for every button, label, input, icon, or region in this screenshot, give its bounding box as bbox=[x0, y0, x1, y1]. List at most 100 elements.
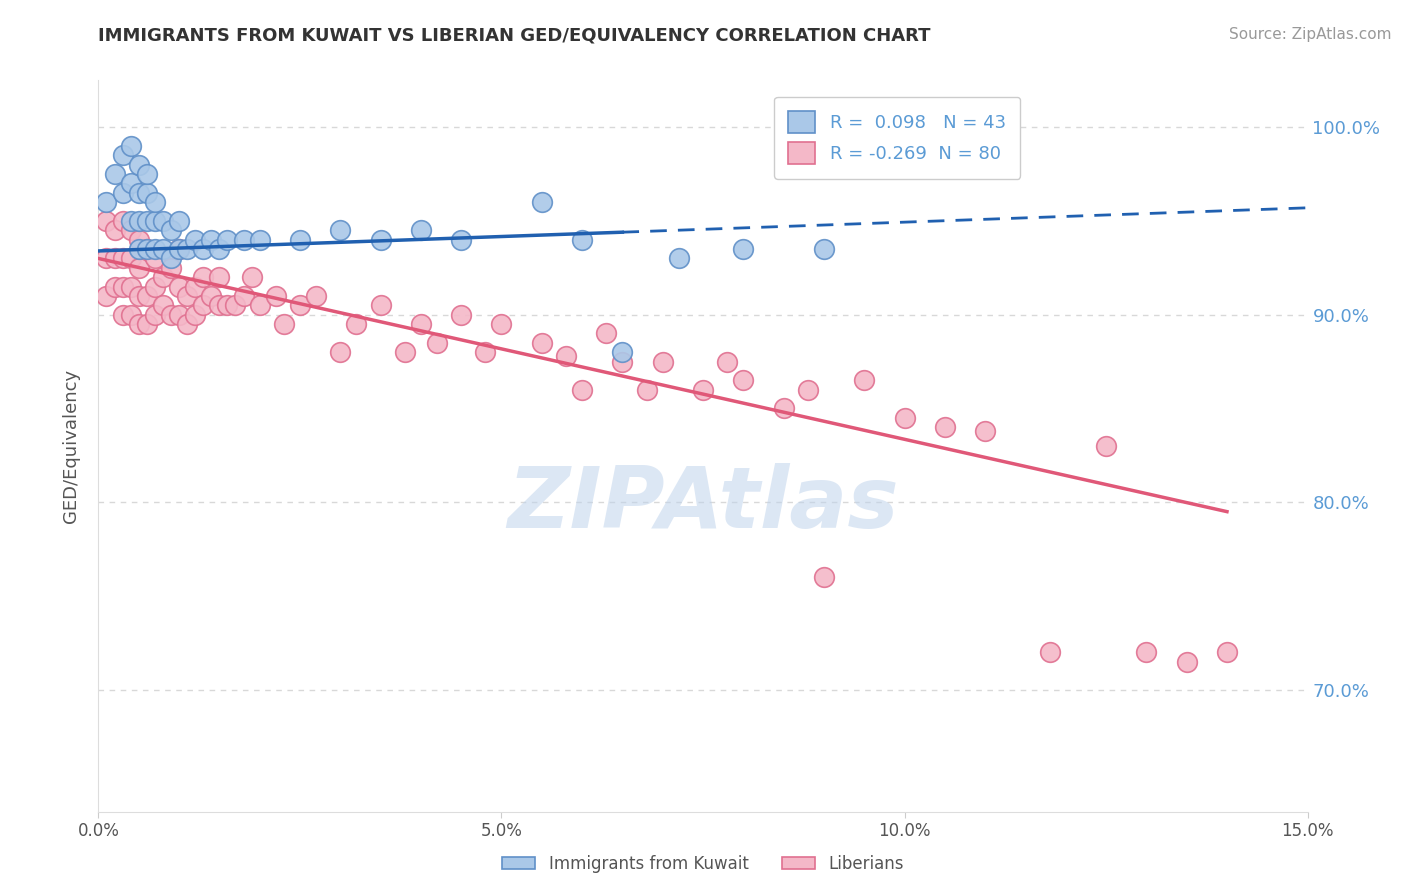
Point bbox=[264, 289, 287, 303]
Point bbox=[160, 223, 183, 237]
Point bbox=[96, 195, 118, 210]
Point bbox=[167, 214, 190, 228]
Point bbox=[167, 279, 190, 293]
Point bbox=[96, 214, 118, 228]
Point bbox=[128, 214, 150, 228]
Legend: Immigrants from Kuwait, Liberians: Immigrants from Kuwait, Liberians bbox=[495, 848, 911, 880]
Point bbox=[128, 233, 150, 247]
Point bbox=[474, 345, 496, 359]
Point bbox=[160, 308, 183, 322]
Point bbox=[135, 242, 157, 256]
Point bbox=[772, 401, 794, 416]
Point bbox=[273, 317, 295, 331]
Text: Source: ZipAtlas.com: Source: ZipAtlas.com bbox=[1229, 27, 1392, 42]
Point bbox=[184, 233, 207, 247]
Point bbox=[232, 289, 254, 303]
Point bbox=[111, 148, 134, 162]
Point bbox=[152, 270, 174, 285]
Point bbox=[208, 270, 231, 285]
Point bbox=[813, 570, 835, 584]
Point bbox=[120, 252, 142, 266]
Point bbox=[135, 214, 157, 228]
Text: IMMIGRANTS FROM KUWAIT VS LIBERIAN GED/EQUIVALENCY CORRELATION CHART: IMMIGRANTS FROM KUWAIT VS LIBERIAN GED/E… bbox=[98, 27, 931, 45]
Point bbox=[128, 242, 150, 256]
Point bbox=[193, 270, 215, 285]
Point bbox=[111, 214, 134, 228]
Point bbox=[1095, 439, 1118, 453]
Point bbox=[103, 252, 125, 266]
Point bbox=[135, 186, 157, 200]
Point bbox=[160, 260, 183, 275]
Point bbox=[288, 233, 311, 247]
Point bbox=[143, 242, 166, 256]
Point bbox=[813, 242, 835, 256]
Point bbox=[426, 335, 449, 350]
Point bbox=[217, 298, 239, 312]
Point bbox=[135, 289, 157, 303]
Point bbox=[120, 223, 142, 237]
Point bbox=[128, 289, 150, 303]
Point bbox=[329, 345, 352, 359]
Point bbox=[450, 233, 472, 247]
Point bbox=[200, 289, 222, 303]
Point bbox=[143, 195, 166, 210]
Point bbox=[217, 233, 239, 247]
Point bbox=[167, 242, 190, 256]
Point bbox=[176, 289, 198, 303]
Point bbox=[249, 298, 271, 312]
Point bbox=[143, 214, 166, 228]
Point bbox=[733, 373, 755, 387]
Point bbox=[692, 383, 714, 397]
Point bbox=[288, 298, 311, 312]
Point bbox=[555, 349, 578, 363]
Point bbox=[111, 308, 134, 322]
Point bbox=[571, 383, 593, 397]
Point bbox=[1039, 645, 1062, 659]
Point bbox=[143, 308, 166, 322]
Point bbox=[184, 308, 207, 322]
Point bbox=[240, 270, 263, 285]
Point bbox=[344, 317, 367, 331]
Y-axis label: GED/Equivalency: GED/Equivalency bbox=[62, 369, 80, 523]
Point bbox=[111, 186, 134, 200]
Point bbox=[571, 233, 593, 247]
Point bbox=[1175, 655, 1198, 669]
Point bbox=[595, 326, 617, 341]
Point bbox=[208, 298, 231, 312]
Point bbox=[135, 317, 157, 331]
Point bbox=[370, 298, 392, 312]
Point bbox=[184, 279, 207, 293]
Point bbox=[409, 223, 432, 237]
Point bbox=[143, 279, 166, 293]
Point bbox=[394, 345, 416, 359]
Point bbox=[128, 186, 150, 200]
Point bbox=[370, 233, 392, 247]
Point bbox=[120, 308, 142, 322]
Point bbox=[974, 424, 997, 438]
Point bbox=[491, 317, 513, 331]
Point bbox=[636, 383, 658, 397]
Point bbox=[612, 354, 634, 368]
Point bbox=[167, 308, 190, 322]
Point bbox=[1135, 645, 1157, 659]
Point bbox=[160, 252, 183, 266]
Point bbox=[96, 289, 118, 303]
Point bbox=[120, 214, 142, 228]
Point bbox=[128, 260, 150, 275]
Point bbox=[103, 279, 125, 293]
Point bbox=[135, 167, 157, 181]
Point bbox=[232, 233, 254, 247]
Point bbox=[176, 317, 198, 331]
Point bbox=[103, 223, 125, 237]
Point bbox=[128, 158, 150, 172]
Point bbox=[716, 354, 738, 368]
Point bbox=[193, 298, 215, 312]
Point bbox=[120, 139, 142, 153]
Point bbox=[893, 410, 915, 425]
Point bbox=[103, 167, 125, 181]
Point bbox=[668, 252, 690, 266]
Point bbox=[167, 242, 190, 256]
Point bbox=[530, 335, 553, 350]
Point bbox=[797, 383, 820, 397]
Point bbox=[128, 317, 150, 331]
